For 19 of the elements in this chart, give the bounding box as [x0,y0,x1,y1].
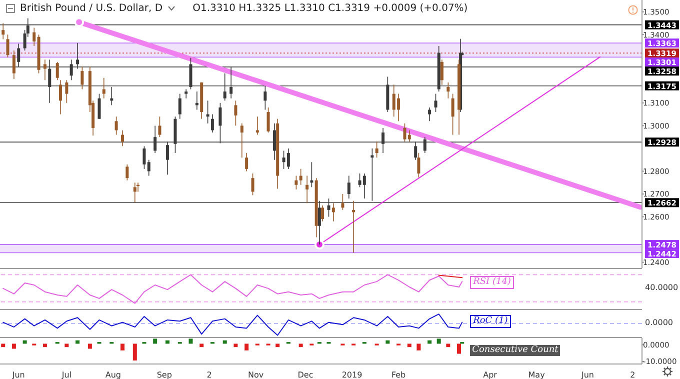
x-tick-label: Dec [298,370,314,379]
chart-subtitle: O1.3310 H1.3325 L1.3310 C1.3319 +0.0009 (+0.07%) [192,3,468,14]
series-label: RoC (1) [473,316,508,326]
x-tick-label: Sep [156,370,172,379]
series-label: RSI (14) [473,277,511,287]
x-tick-label: Nov [248,370,264,379]
x-tick-label: May [528,370,546,379]
series-label: Consecutive Count [472,345,558,355]
x-tick-label: Apr [483,370,498,379]
x-tick-label: 2 [630,370,636,379]
text: 40.0000 [645,283,678,292]
x-tick-label: Jun [11,370,25,379]
x-tick-label: Jun [580,370,594,379]
x-tick-label: Feb [391,370,406,379]
x-tick-label: 2019 [342,370,362,379]
x-tick-label: 2 [206,370,212,379]
x-tick-label: Jul [60,370,72,379]
chart-title: British Pound / U.S. Dollar, D [20,3,163,14]
x-tick-label: Aug [105,370,122,379]
